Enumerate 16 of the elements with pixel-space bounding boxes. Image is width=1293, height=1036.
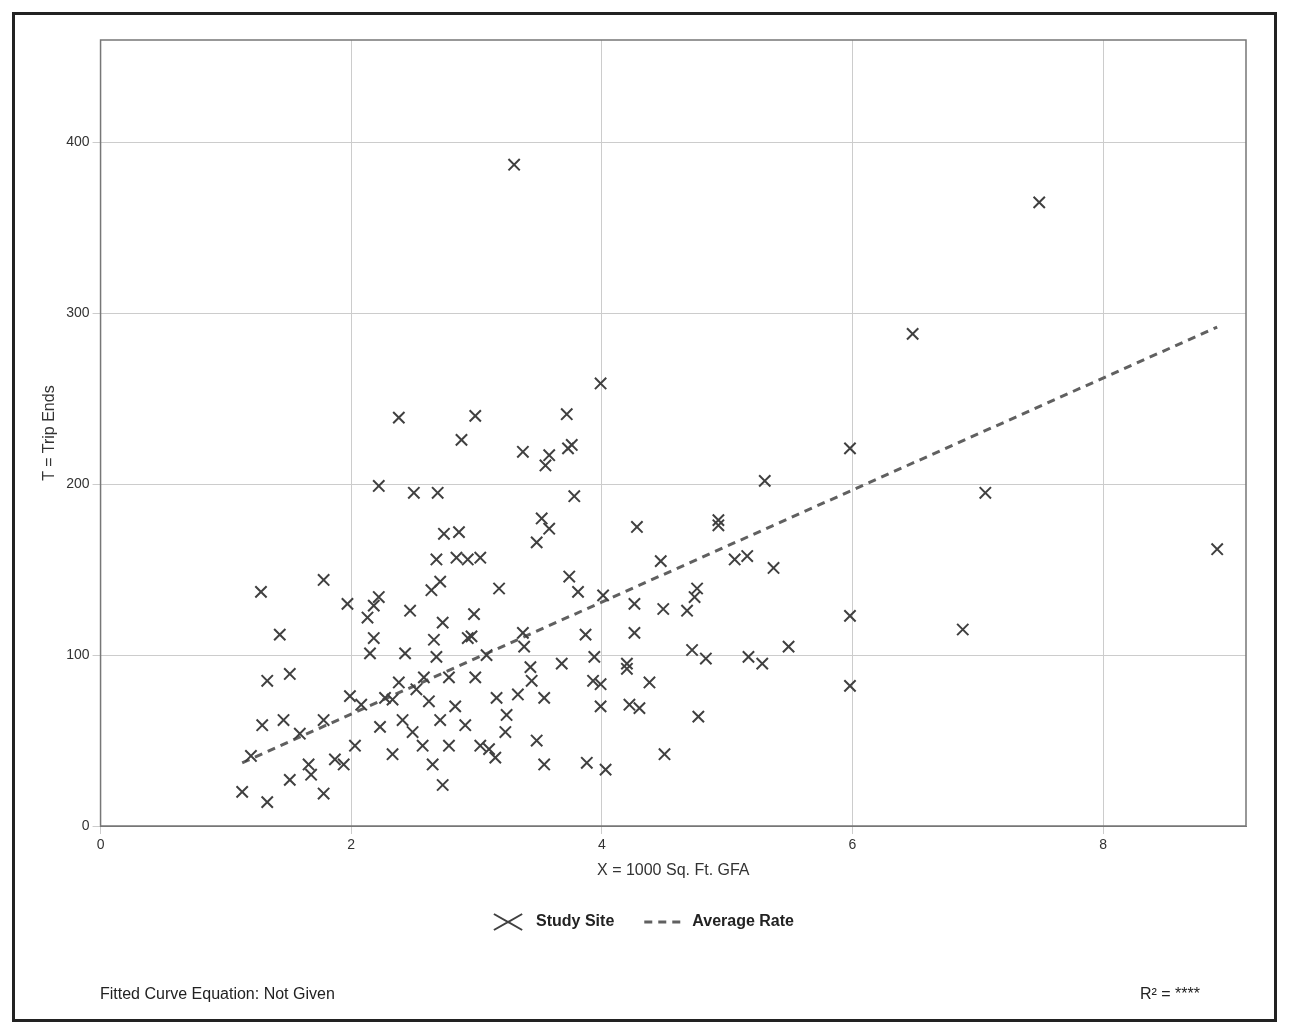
legend-label: Study Site	[536, 912, 615, 930]
y-tick-label: 300	[66, 304, 90, 321]
x-tick-label: 2	[347, 836, 356, 853]
y-tick-label: 400	[66, 133, 90, 150]
y-tick-label: 100	[66, 645, 90, 662]
y-tick-label: 0	[81, 816, 90, 833]
text: R² = ****	[1139, 985, 1200, 1003]
legend-label: Average Rate	[692, 912, 795, 930]
y-axis-title: T = Trip Ends	[40, 385, 58, 481]
text: Fitted Curve Equation: Not Given	[100, 985, 335, 1003]
x-tick-label: 6	[848, 836, 857, 853]
x-axis-title: X = 1000 Sq. Ft. GFA	[597, 860, 750, 878]
x-tick-label: 4	[597, 836, 606, 853]
x-tick-label: 0	[96, 836, 105, 853]
x-tick-label: 8	[1099, 836, 1108, 853]
y-tick-label: 200	[66, 475, 90, 492]
